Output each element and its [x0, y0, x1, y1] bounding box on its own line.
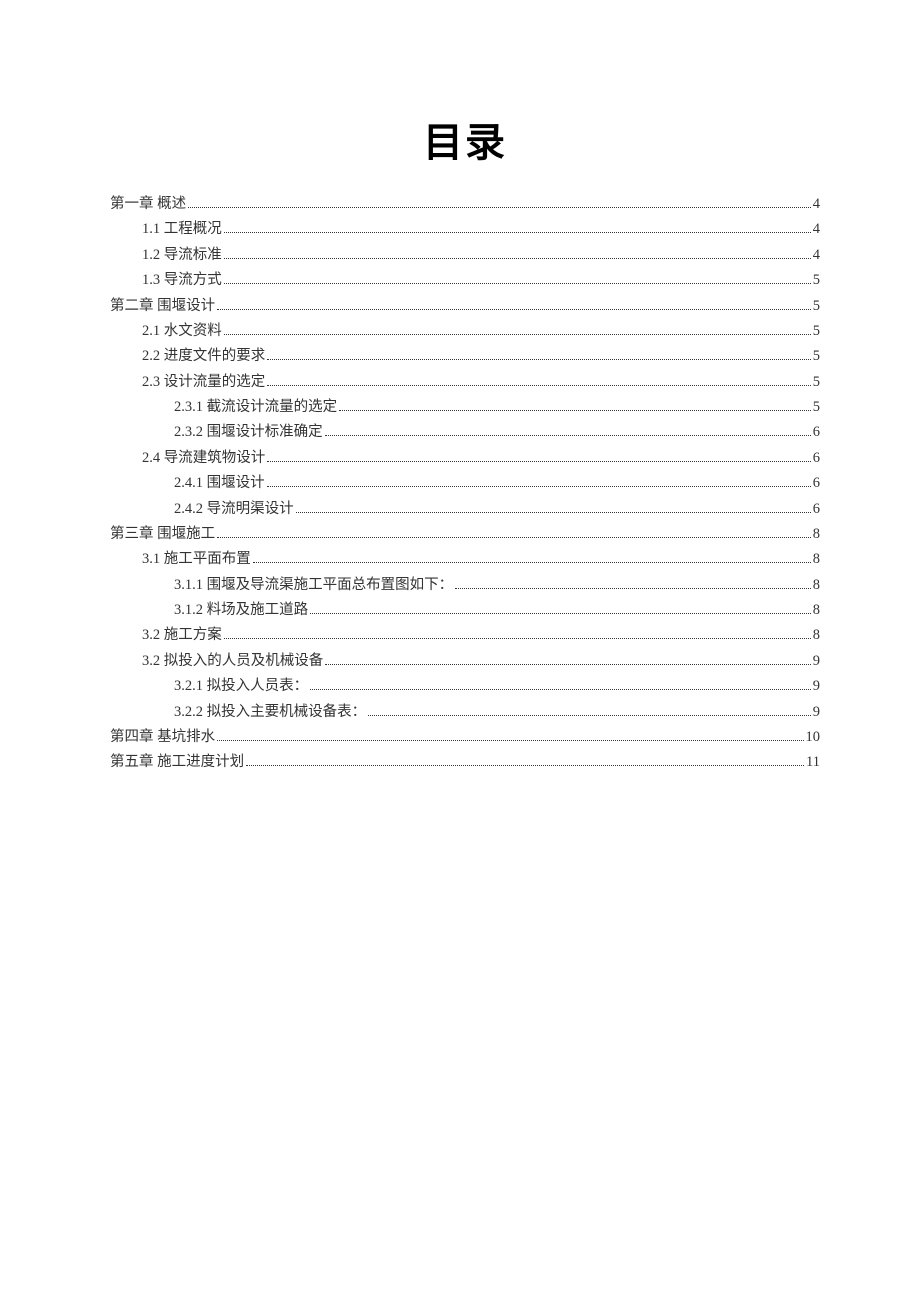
toc-entry-page: 6	[813, 471, 820, 496]
toc-entry: 第二章 围堰设计 5	[110, 294, 820, 319]
toc-entry: 3.1 施工平面布置 8	[110, 547, 820, 572]
toc-leader	[296, 499, 811, 512]
toc-entry-label: 2.2 进度文件的要求	[142, 344, 265, 369]
toc-entry: 2.4.2 导流明渠设计 6	[110, 497, 820, 522]
toc-entry-page: 8	[813, 522, 820, 547]
toc-entry: 3.2 施工方案 8	[110, 623, 820, 648]
toc-entry: 2.3.1 截流设计流量的选定 5	[110, 395, 820, 420]
toc-entry-label: 1.3 导流方式	[142, 268, 222, 293]
toc-entry: 第五章 施工进度计划 11	[110, 750, 820, 775]
toc-entry-page: 5	[813, 344, 820, 369]
toc-entry-label: 2.3.2 围堰设计标准确定	[174, 420, 323, 445]
toc-entry-label: 第三章 围堰施工	[110, 522, 215, 547]
toc-entry: 2.3 设计流量的选定 5	[110, 370, 820, 395]
toc-entry-page: 4	[813, 217, 820, 242]
toc-entry-page: 6	[813, 420, 820, 445]
toc-entry: 1.3 导流方式 5	[110, 268, 820, 293]
toc-leader	[267, 373, 811, 386]
toc-entry-page: 5	[813, 395, 820, 420]
toc-entry: 2.4.1 围堰设计 6	[110, 471, 820, 496]
toc-entry-label: 1.2 导流标准	[142, 243, 222, 268]
toc-entry-label: 第二章 围堰设计	[110, 294, 215, 319]
toc-entry: 3.2.2 拟投入主要机械设备表： 9	[110, 700, 820, 725]
toc-leader	[224, 246, 811, 259]
toc-leader	[310, 601, 811, 614]
toc-entry-label: 3.1 施工平面布置	[142, 547, 251, 572]
toc-leader	[325, 652, 811, 665]
toc-entry: 3.1.2 料场及施工道路 8	[110, 598, 820, 623]
toc-entry-page: 4	[813, 192, 820, 217]
toc-entry: 2.3.2 围堰设计标准确定 6	[110, 420, 820, 445]
toc-leader	[267, 449, 811, 462]
toc-leader	[339, 398, 811, 411]
toc-entry-label: 2.3.1 截流设计流量的选定	[174, 395, 337, 420]
toc-entry-label: 3.2 拟投入的人员及机械设备	[142, 649, 323, 674]
toc-entry-label: 3.2.2 拟投入主要机械设备表：	[174, 700, 366, 725]
toc-entry: 第一章 概述 4	[110, 192, 820, 217]
toc-entry-page: 8	[813, 598, 820, 623]
toc-entry-label: 3.1.2 料场及施工道路	[174, 598, 308, 623]
toc-leader	[224, 322, 811, 335]
toc-leader	[325, 423, 811, 436]
toc-leader	[224, 626, 811, 639]
toc-leader	[217, 525, 811, 538]
toc-entry-page: 10	[806, 725, 821, 750]
toc-leader	[188, 195, 811, 208]
toc-entry: 1.1 工程概况 4	[110, 217, 820, 242]
toc-entry-label: 3.1.1 围堰及导流渠施工平面总布置图如下：	[174, 573, 453, 598]
toc-entry-label: 3.2.1 拟投入人员表：	[174, 674, 308, 699]
toc-leader	[224, 220, 811, 233]
toc-entry-label: 第一章 概述	[110, 192, 186, 217]
toc-leader	[253, 550, 811, 563]
toc-entry-label: 2.4 导流建筑物设计	[142, 446, 265, 471]
toc-entry-label: 2.4.1 围堰设计	[174, 471, 265, 496]
toc-entry: 第四章 基坑排水 10	[110, 725, 820, 750]
toc-entry-label: 2.3 设计流量的选定	[142, 370, 265, 395]
toc-leader	[267, 474, 811, 487]
toc-leader	[224, 271, 811, 284]
toc-leader	[455, 576, 811, 589]
toc-entry-page: 8	[813, 623, 820, 648]
toc-entry-page: 9	[813, 649, 820, 674]
toc-entry-page: 4	[813, 243, 820, 268]
toc-entry: 2.2 进度文件的要求 5	[110, 344, 820, 369]
toc-entry-page: 11	[806, 750, 820, 775]
toc-entry-page: 5	[813, 268, 820, 293]
toc-entry-page: 5	[813, 370, 820, 395]
toc-entry-label: 第四章 基坑排水	[110, 725, 215, 750]
toc-leader	[310, 677, 811, 690]
toc-entry-label: 2.4.2 导流明渠设计	[174, 497, 294, 522]
toc-entry-page: 9	[813, 700, 820, 725]
toc-entry-page: 5	[813, 294, 820, 319]
toc-entry: 2.4 导流建筑物设计 6	[110, 446, 820, 471]
toc-entry: 第三章 围堰施工 8	[110, 522, 820, 547]
page-title: 目录	[110, 110, 820, 168]
toc-leader	[267, 347, 811, 360]
toc-entry-page: 8	[813, 573, 820, 598]
toc-leader	[217, 728, 803, 741]
toc-entry: 3.1.1 围堰及导流渠施工平面总布置图如下： 8	[110, 573, 820, 598]
toc-leader	[246, 753, 804, 766]
toc-entry-label: 1.1 工程概况	[142, 217, 222, 242]
toc-entry-label: 3.2 施工方案	[142, 623, 222, 648]
toc-entry-page: 8	[813, 547, 820, 572]
toc-entry: 1.2 导流标准 4	[110, 243, 820, 268]
table-of-contents: 第一章 概述41.1 工程概况41.2 导流标准41.3 导流方式5第二章 围堰…	[110, 192, 820, 776]
toc-entry-page: 5	[813, 319, 820, 344]
toc-entry: 2.1 水文资料 5	[110, 319, 820, 344]
toc-entry-label: 第五章 施工进度计划	[110, 750, 244, 775]
toc-entry-page: 9	[813, 674, 820, 699]
toc-entry: 3.2.1 拟投入人员表： 9	[110, 674, 820, 699]
toc-entry: 3.2 拟投入的人员及机械设备 9	[110, 649, 820, 674]
toc-leader	[368, 702, 811, 715]
toc-entry-page: 6	[813, 446, 820, 471]
toc-leader	[217, 296, 811, 309]
toc-entry-label: 2.1 水文资料	[142, 319, 222, 344]
toc-entry-page: 6	[813, 497, 820, 522]
